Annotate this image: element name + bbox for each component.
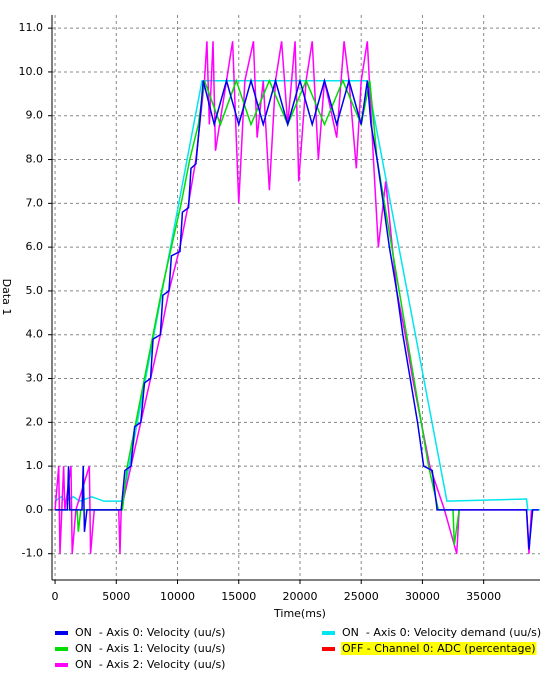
x-tick-label: 25000 xyxy=(344,590,379,603)
legend: ON - Axis 0: Velocity (uu/s) ON - Axis 1:… xyxy=(55,626,541,671)
legend-highlight xyxy=(341,642,537,655)
y-tick-label: 0.0 xyxy=(26,503,44,516)
series-line xyxy=(55,78,460,546)
grid xyxy=(52,15,540,580)
y-tick-label: 4.0 xyxy=(26,328,44,341)
x-tick-label: 35000 xyxy=(466,590,501,603)
x-tick-label: 20000 xyxy=(282,590,317,603)
y-tick-label: 8.0 xyxy=(26,153,44,166)
legend-swatch xyxy=(55,631,68,635)
legend-swatch xyxy=(55,663,68,667)
y-tick-label: 1.0 xyxy=(26,459,44,472)
x-tick-label: 30000 xyxy=(405,590,440,603)
y-tick-label: 6.0 xyxy=(26,240,44,253)
y-tick-label: 10.0 xyxy=(19,65,44,78)
y-tick-label: 2.0 xyxy=(26,415,44,428)
y-tick-label: 11.0 xyxy=(19,21,44,34)
x-tick-label: 5000 xyxy=(102,590,130,603)
y-axis-label: Data 1 xyxy=(0,279,13,316)
y-tick-label: 9.0 xyxy=(26,109,44,122)
x-axis-label: Time(ms) xyxy=(273,607,326,620)
y-tick-label: 7.0 xyxy=(26,196,44,209)
legend-label: ON - Axis 0: Velocity (uu/s) xyxy=(75,626,225,639)
x-tick-label: 15000 xyxy=(221,590,256,603)
y-tick-label: -1.0 xyxy=(22,547,43,560)
series-line xyxy=(55,77,539,550)
plot-area xyxy=(54,41,540,554)
x-tick-label: 10000 xyxy=(160,590,195,603)
legend-label: ON - Axis 1: Velocity (uu/s) xyxy=(75,642,225,655)
legend-label: ON - Axis 0: Velocity demand (uu/s) xyxy=(342,626,541,639)
y-tick-label: 3.0 xyxy=(26,372,44,385)
y-tick-label: 5.0 xyxy=(26,284,44,297)
legend-swatch xyxy=(322,647,335,651)
legend-swatch xyxy=(55,647,68,651)
legend-label: OFF - Channel 0: ADC (percentage) xyxy=(342,642,536,655)
legend-label: ON - Axis 2: Velocity (uu/s) xyxy=(75,658,225,671)
legend-swatch xyxy=(322,631,335,635)
x-tick-label: 0 xyxy=(52,590,59,603)
